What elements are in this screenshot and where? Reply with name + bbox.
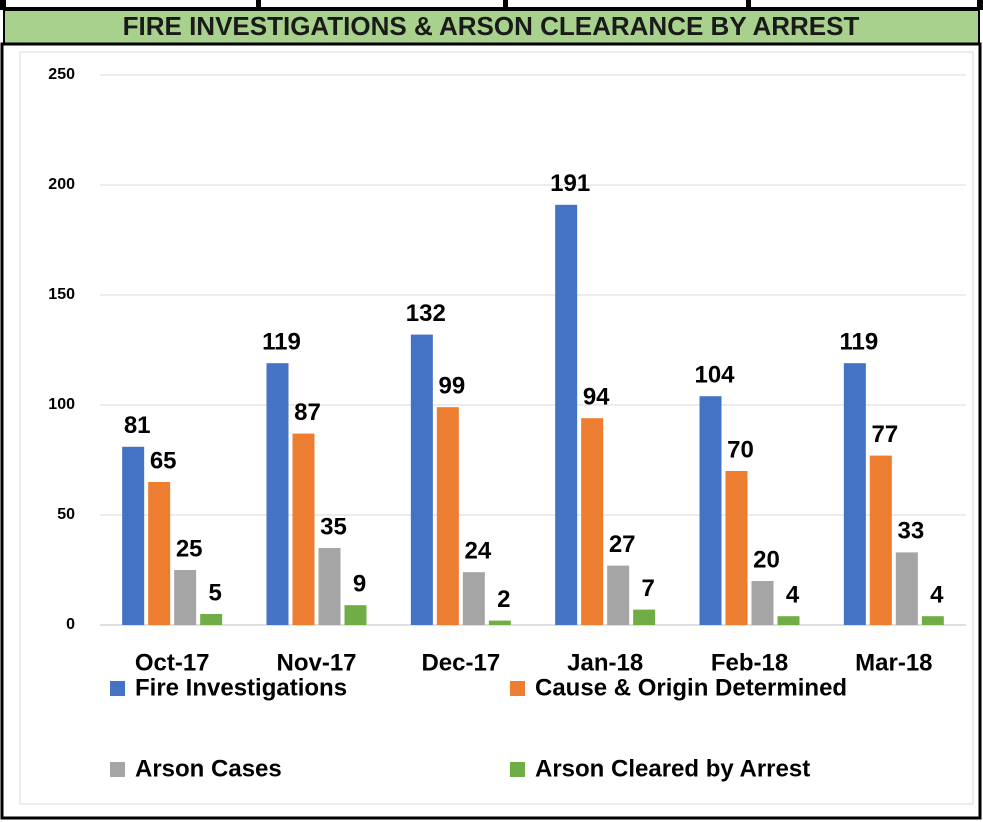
y-tick-label: 150 xyxy=(48,286,75,303)
bar xyxy=(869,455,892,625)
data-label: 2 xyxy=(497,586,510,613)
y-tick-label: 200 xyxy=(48,176,75,193)
bar xyxy=(633,609,656,625)
data-label: 99 xyxy=(438,373,465,400)
data-label: 65 xyxy=(150,447,177,474)
data-label: 9 xyxy=(353,571,366,598)
data-label: 35 xyxy=(320,513,347,540)
top-cell xyxy=(508,0,746,7)
bar xyxy=(266,363,289,625)
bar xyxy=(895,552,918,625)
bar xyxy=(725,471,748,625)
bar xyxy=(607,565,630,625)
data-label: 191 xyxy=(550,170,590,197)
bar xyxy=(318,548,341,625)
title-bar xyxy=(3,9,980,45)
x-tick-label: Jan-18 xyxy=(567,649,643,676)
data-label: 4 xyxy=(786,582,800,609)
data-label: 7 xyxy=(641,575,654,602)
data-label: 4 xyxy=(930,582,944,609)
x-tick-label: Nov-17 xyxy=(276,649,356,676)
data-label: 94 xyxy=(583,384,610,411)
x-tick-label: Oct-17 xyxy=(135,649,210,676)
y-tick-label: 0 xyxy=(66,616,75,633)
frame xyxy=(0,42,982,820)
bar xyxy=(462,572,485,625)
data-label: 70 xyxy=(727,436,754,463)
bar xyxy=(488,620,511,625)
x-tick-label: Mar-18 xyxy=(855,649,932,676)
bar xyxy=(436,407,459,625)
bar xyxy=(843,363,866,625)
legend-label: Cause & Origin Determined xyxy=(535,674,847,701)
data-label: 25 xyxy=(176,535,203,562)
data-label: 24 xyxy=(464,538,491,565)
bar xyxy=(148,482,171,625)
bar xyxy=(581,418,604,625)
data-label: 81 xyxy=(124,412,151,439)
top-cell xyxy=(751,0,977,7)
x-tick-label: Feb-18 xyxy=(711,649,788,676)
data-label: 119 xyxy=(839,329,878,356)
y-tick-label: 250 xyxy=(48,66,75,83)
bar xyxy=(122,446,145,625)
bar xyxy=(555,204,578,626)
bar xyxy=(410,334,433,625)
legend-swatch xyxy=(110,681,125,696)
data-label: 132 xyxy=(406,300,446,327)
data-label: 20 xyxy=(753,546,780,573)
plot-frame xyxy=(19,51,974,805)
legend-swatch xyxy=(510,681,525,696)
data-label: 87 xyxy=(294,399,321,426)
legend-swatch xyxy=(110,762,125,777)
top-cell xyxy=(6,0,256,7)
data-label: 33 xyxy=(897,518,924,545)
data-label: 104 xyxy=(694,362,735,389)
y-tick-label: 100 xyxy=(48,396,75,413)
bar xyxy=(292,433,315,625)
legend-label: Arson Cases xyxy=(135,755,282,782)
bar xyxy=(921,616,944,625)
data-label: 5 xyxy=(208,579,221,606)
bar xyxy=(777,616,800,625)
bar xyxy=(200,614,223,625)
chart-title: FIRE INVESTIGATIONS & ARSON CLEARANCE BY… xyxy=(123,11,860,41)
legend-swatch xyxy=(510,762,525,777)
bar xyxy=(174,570,197,625)
y-tick-label: 50 xyxy=(57,506,75,523)
data-label: 77 xyxy=(871,421,898,448)
legend-label: Arson Cleared by Arrest xyxy=(535,755,810,782)
legend-label: Fire Investigations xyxy=(135,674,347,701)
bar xyxy=(699,396,722,625)
bar xyxy=(344,605,367,625)
top-cell xyxy=(261,0,503,7)
data-label: 119 xyxy=(262,329,301,356)
data-label: 27 xyxy=(609,531,636,558)
bar xyxy=(751,581,774,625)
x-tick-label: Dec-17 xyxy=(421,649,500,676)
